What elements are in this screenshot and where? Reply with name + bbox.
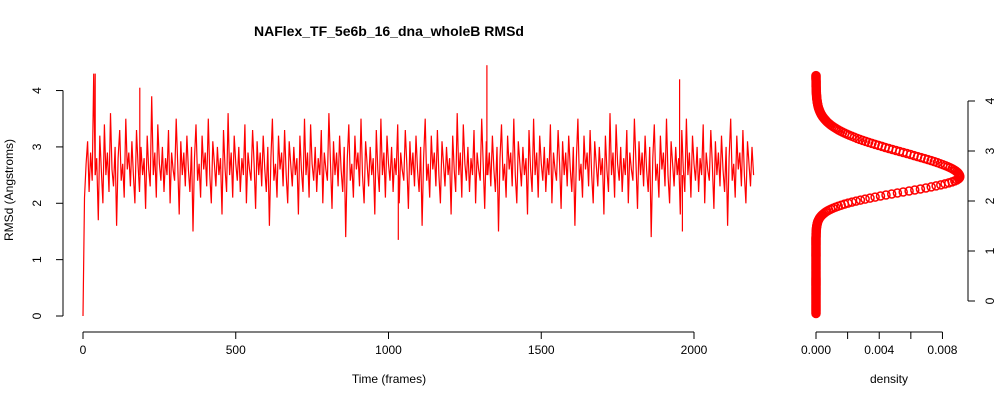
x-axis-label: Time (frames) (352, 372, 426, 386)
density-point (860, 194, 870, 204)
y-tick-label: 2 (30, 200, 44, 207)
y-axis: 0 1 2 3 4 (30, 87, 64, 319)
density-point (926, 182, 936, 192)
rmsd-time-series-panel: 0 500 1000 1500 2000 0 1 2 3 4 Time (frames) RMS… (2, 65, 755, 386)
density-point (851, 196, 861, 206)
density-panel: 0.000 0.004 0.008 0 1 2 3 4 density (801, 70, 997, 386)
y-tick-label: 4 (30, 87, 44, 94)
density-y-tick-label: 3 (983, 147, 997, 154)
x-axis: 0 500 1000 1500 2000 (80, 331, 708, 357)
density-point (881, 190, 891, 200)
density-point (904, 186, 914, 196)
density-y-tick-label: 1 (983, 247, 997, 254)
x-tick-label: 1500 (528, 343, 555, 357)
density-point (898, 187, 908, 197)
density-point (886, 189, 897, 199)
density-point (811, 70, 821, 81)
y-tick-label: 1 (30, 256, 44, 263)
density-x-axis: 0.000 0.004 0.008 (801, 331, 958, 357)
density-point (847, 197, 857, 207)
density-point (870, 192, 880, 202)
rmsd-line (82, 73, 755, 317)
x-tick-label: 0 (80, 343, 87, 357)
density-point (921, 183, 931, 193)
x-tick-label: 500 (226, 343, 246, 357)
y-tick-label: 3 (30, 143, 44, 150)
density-y-axis: 0 1 2 3 4 (967, 97, 997, 304)
density-x-tick-label: 0.000 (801, 343, 831, 357)
y-axis-label: RMSd (Angstroms) (2, 139, 16, 241)
x-tick-label: 1000 (375, 343, 402, 357)
density-x-tick-label: 0.008 (927, 343, 957, 357)
density-point (875, 191, 886, 201)
x-tick-label: 2000 (681, 343, 708, 357)
rmsd-series (82, 73, 755, 317)
density-y-tick-label: 4 (983, 97, 997, 104)
density-axis-label: density (870, 372, 908, 386)
density-point (931, 181, 941, 191)
density-point (915, 184, 926, 194)
density-y-tick-label: 2 (983, 197, 997, 204)
density-point (910, 185, 920, 195)
density-points (811, 70, 965, 319)
density-point (865, 193, 875, 203)
density-point (855, 195, 866, 205)
density-x-tick-label: 0.004 (864, 343, 894, 357)
y-tick-label: 0 (30, 312, 44, 319)
density-y-tick-label: 0 (983, 297, 997, 304)
density-point (892, 188, 903, 198)
chart-title: NAFlex_TF_5e6b_16_dna_wholeB RMSd (254, 23, 524, 39)
rmsd-spikes (94, 65, 684, 240)
